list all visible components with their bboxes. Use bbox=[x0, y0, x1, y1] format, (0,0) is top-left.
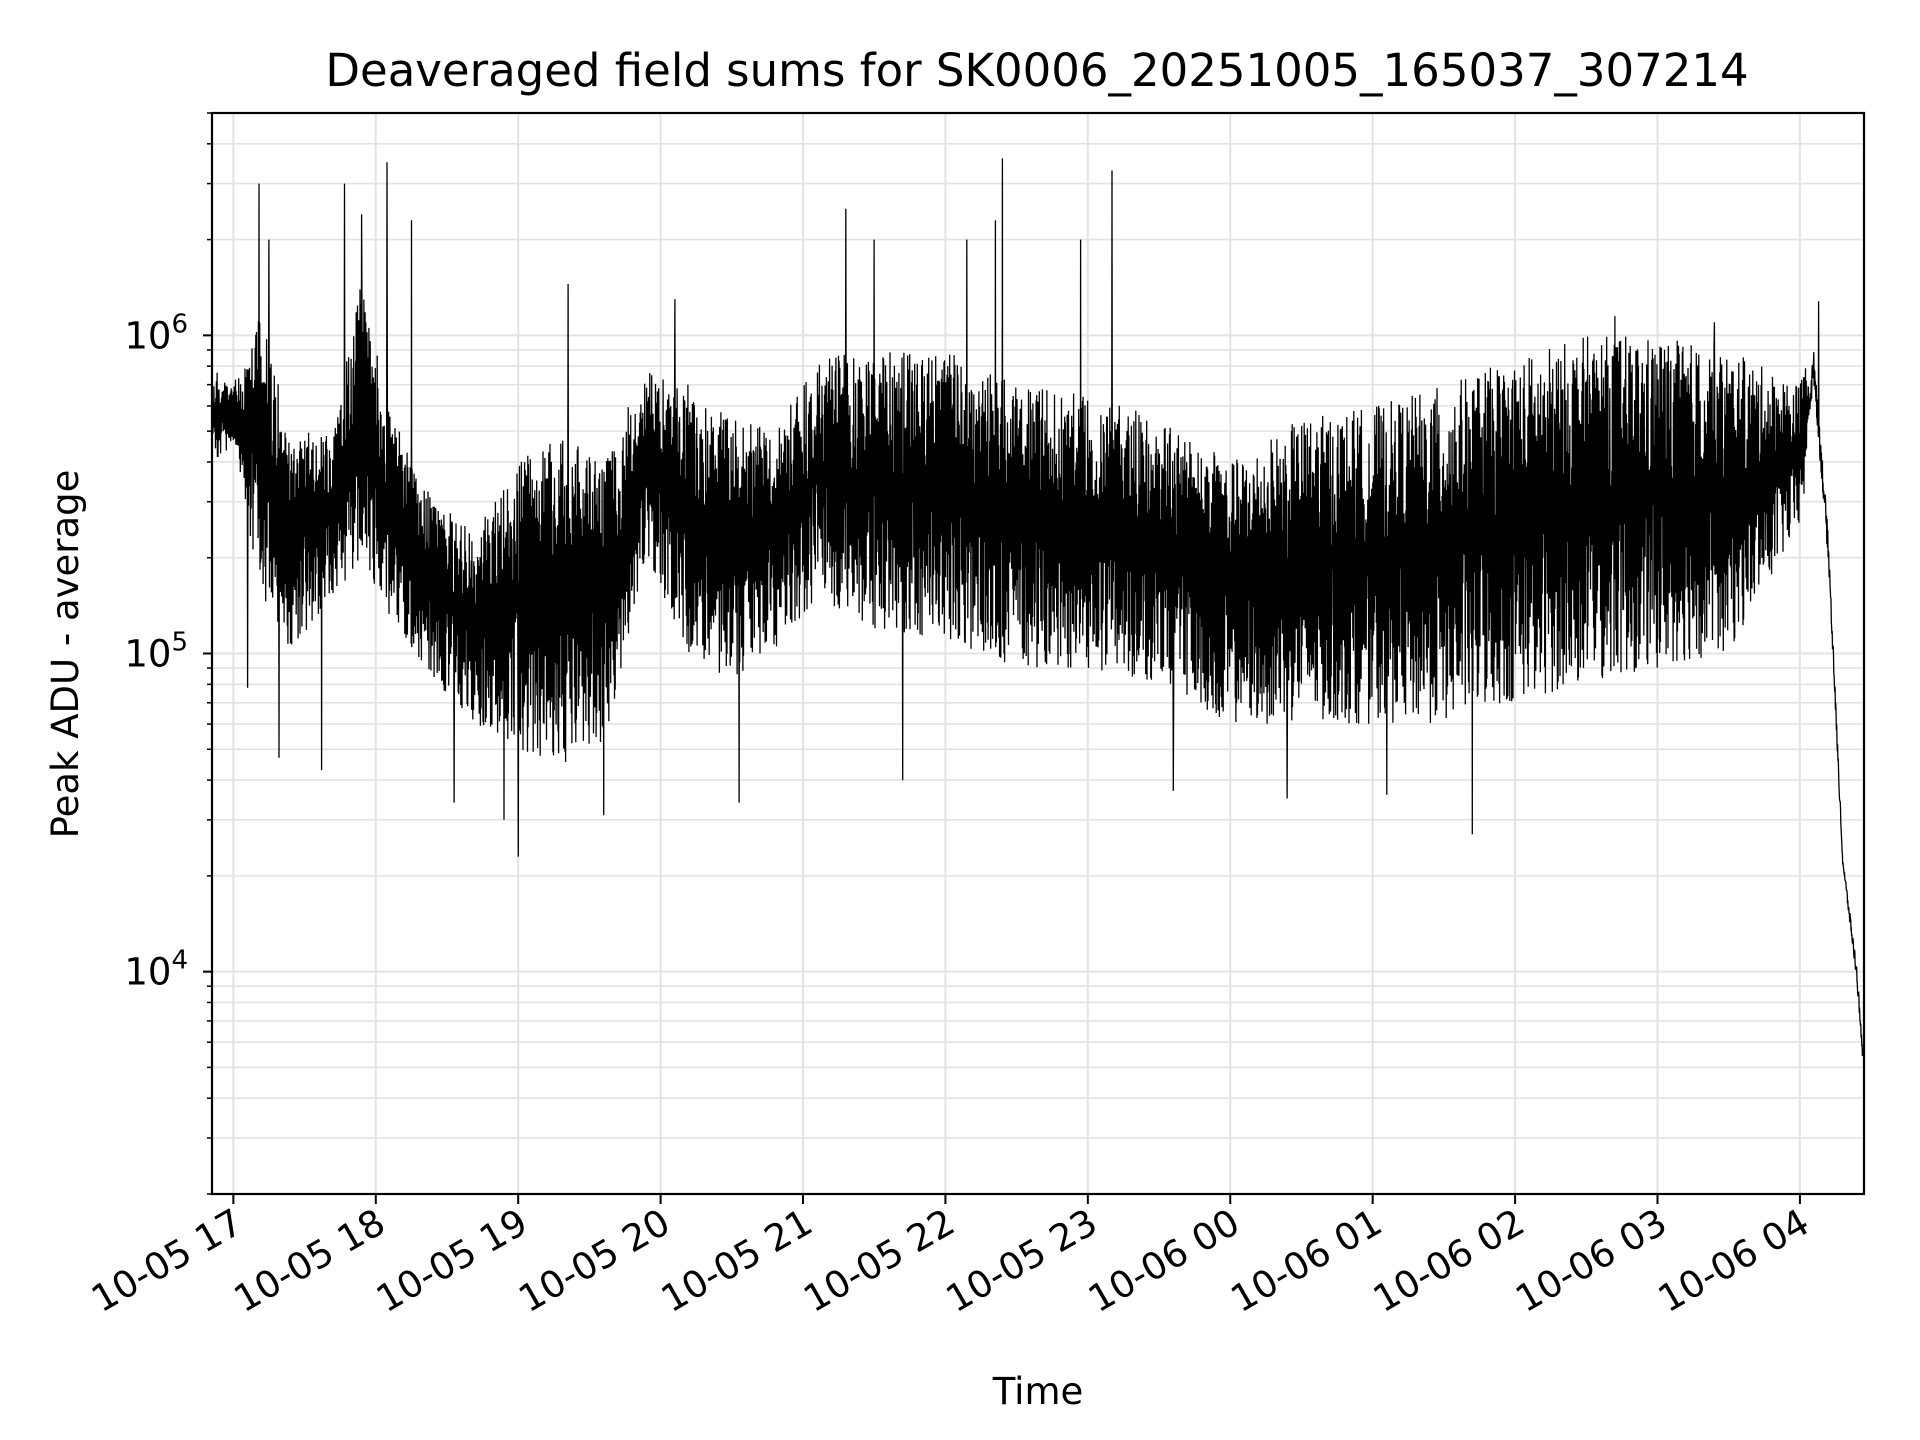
y-tick-label-base: 10 bbox=[124, 633, 171, 676]
y-tick-label-base: 10 bbox=[124, 951, 171, 994]
y-axis-label: Peak ADU - average bbox=[44, 470, 87, 839]
chart-title: Deaveraged field sums for SK0006_2025100… bbox=[325, 44, 1748, 97]
y-tick-label: 104 bbox=[124, 946, 188, 994]
y-tick-label-exponent: 6 bbox=[171, 309, 188, 339]
series-line bbox=[211, 158, 1865, 1065]
x-axis-label: Time bbox=[992, 1370, 1084, 1413]
y-tick-label: 105 bbox=[124, 628, 188, 676]
y-tick-label: 106 bbox=[124, 309, 188, 357]
y-tick-label-exponent: 5 bbox=[171, 628, 188, 658]
y-tick-label-exponent: 4 bbox=[171, 946, 188, 976]
series-layer bbox=[211, 158, 1865, 1065]
y-tick-label-base: 10 bbox=[124, 314, 171, 357]
